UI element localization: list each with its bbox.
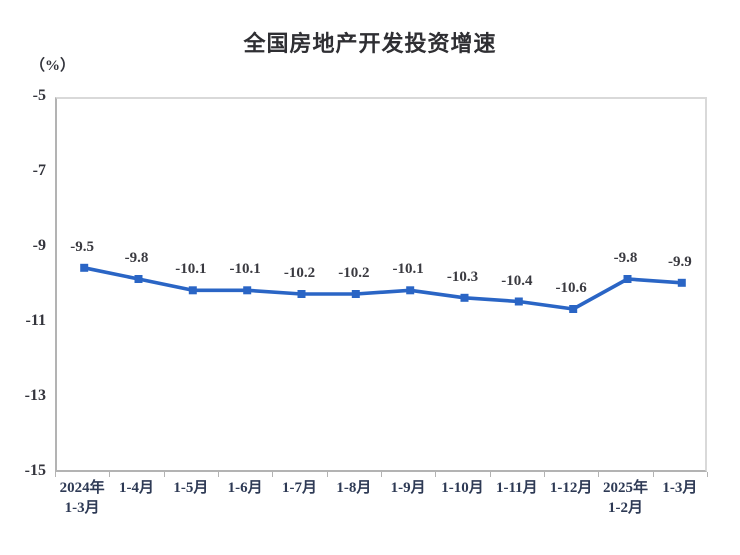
- data-label: -9.8: [613, 250, 638, 266]
- x-axis-tick-mark: [707, 472, 708, 477]
- data-label: -10.4: [501, 272, 533, 289]
- data-label: -10.1: [175, 261, 207, 278]
- data-label: -10.6: [555, 280, 587, 296]
- x-axis-tick-mark: [544, 472, 545, 477]
- series-line: [83, 266, 682, 311]
- investment-growth-line-series: [80, 263, 686, 313]
- x-axis-tick-mark: [489, 472, 491, 477]
- x-axis-tick-mark: [218, 472, 219, 477]
- series-marker: [460, 293, 469, 302]
- y-tick-label: -9: [32, 237, 46, 254]
- y-tick-label: -13: [24, 387, 46, 404]
- x-axis-tick-mark: [163, 472, 165, 477]
- x-axis-tick-mark: [109, 472, 111, 477]
- plot-area: [55, 97, 707, 472]
- x-axis-tick-mark: [598, 472, 600, 477]
- x-tick-label: 1-7月: [282, 480, 317, 496]
- chart-title: 全国房地产开发投资增速: [243, 31, 497, 56]
- y-tick-label: -7: [32, 162, 46, 179]
- data-label: -9.9: [667, 253, 692, 270]
- data-label: -10.3: [446, 268, 479, 285]
- x-tick-label: 1-3月: [662, 480, 698, 496]
- x-axis-tick-mark: [326, 472, 328, 477]
- x-axis-tick-mark: [652, 472, 654, 477]
- x-tick-label: 1-10月: [441, 480, 484, 496]
- data-label: -10.1: [392, 261, 424, 278]
- x-tick-label: 1-12月: [549, 480, 593, 496]
- x-tick-label: 2025年 1-2月: [602, 480, 649, 517]
- series-marker: [677, 278, 686, 287]
- y-axis-unit-label: （%）: [30, 58, 76, 74]
- data-label: -9.5: [70, 238, 95, 255]
- x-axis-tick-mark: [435, 472, 437, 477]
- series-marker: [623, 275, 632, 283]
- x-tick-label: 1-9月: [390, 480, 426, 496]
- data-label: -9.8: [124, 250, 149, 266]
- series-marker: [406, 286, 415, 295]
- data-label: -10.1: [229, 261, 261, 278]
- x-axis-tick-mark: [381, 472, 382, 477]
- y-tick-label: -15: [24, 462, 46, 479]
- x-axis-tick-mark: [272, 472, 274, 477]
- series-marker: [80, 263, 89, 272]
- series-marker: [134, 275, 143, 283]
- data-label: -10.2: [283, 265, 316, 281]
- series-marker: [188, 286, 197, 295]
- series-marker: [297, 290, 306, 298]
- series-marker: [514, 297, 523, 306]
- data-label: -10.2: [338, 265, 370, 281]
- x-tick-label: 1-11月: [495, 480, 538, 496]
- series-marker: [243, 286, 252, 295]
- y-tick-label: -5: [32, 87, 46, 104]
- x-tick-label: 1-5月: [173, 480, 209, 496]
- y-tick-label: -11: [25, 312, 46, 329]
- x-tick-label: 2024年 1-3月: [59, 480, 105, 517]
- x-tick-label: 1-4月: [119, 480, 154, 496]
- x-tick-label: 1-6月: [227, 480, 263, 496]
- x-axis-tick-mark: [55, 472, 56, 477]
- series-marker: [569, 305, 578, 313]
- series-marker: [351, 290, 360, 298]
- x-tick-label: 1-8月: [336, 480, 372, 496]
